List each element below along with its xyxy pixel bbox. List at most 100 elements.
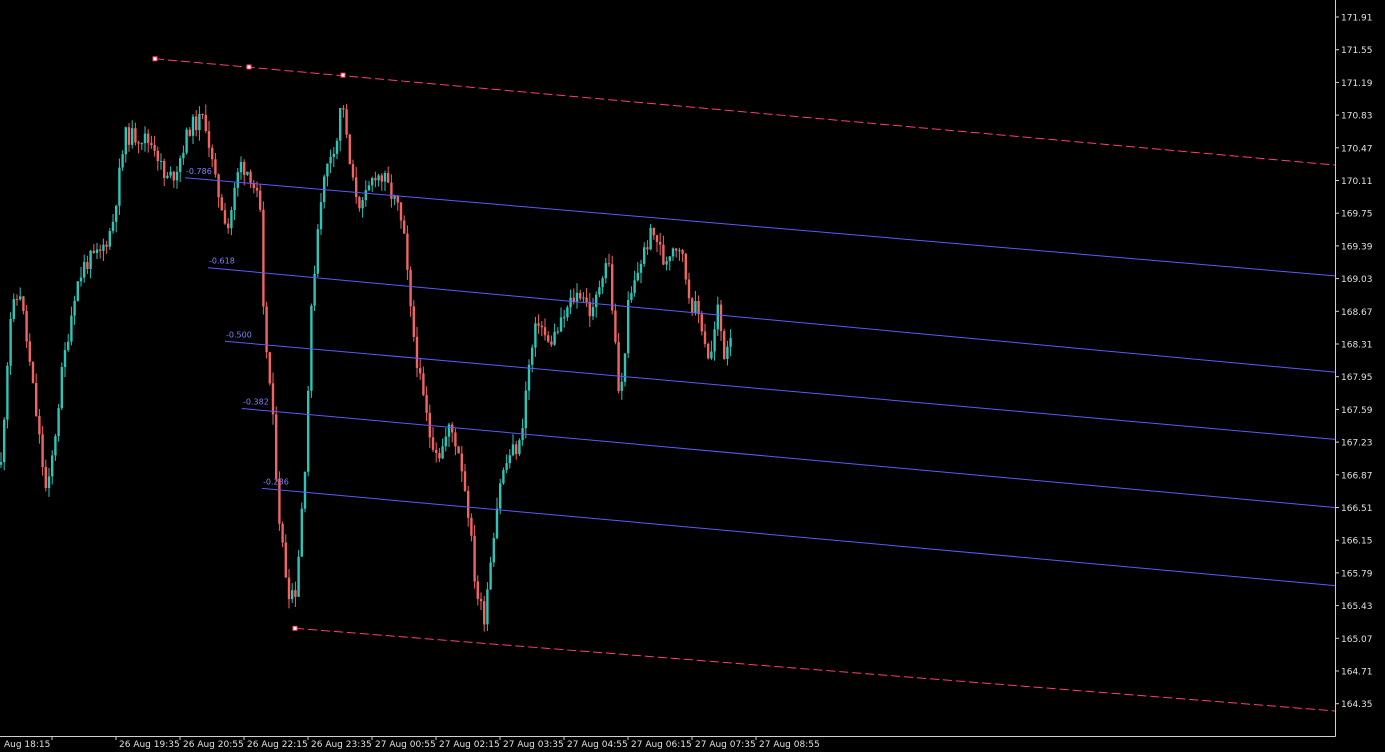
price-axis-label: 166.51	[1341, 504, 1373, 514]
fib-level-label: -0.500	[226, 330, 252, 339]
fib-level-label: -0.786	[186, 167, 212, 176]
channel-anchor-point	[340, 72, 346, 78]
bull-candle	[553, 331, 556, 345]
bear-candle	[387, 173, 390, 183]
fib-level-line	[241, 407, 1336, 508]
bull-candle	[143, 133, 147, 144]
bear-candle	[150, 142, 153, 146]
bull-candle	[307, 390, 310, 472]
price-axis-label: 170.47	[1341, 144, 1373, 154]
bull-candle	[0, 462, 3, 465]
bull-candle	[559, 317, 563, 332]
bull-candle	[297, 556, 300, 597]
bull-candle	[671, 248, 675, 257]
fib-level-line	[207, 267, 1336, 373]
bear-candle	[700, 314, 703, 332]
bull-candle	[95, 249, 99, 253]
bear-candle	[675, 248, 678, 251]
bear-candle	[719, 304, 723, 332]
bear-candle	[201, 113, 204, 115]
bull-candle	[649, 227, 652, 250]
bull-candle	[371, 178, 374, 186]
bear-candle	[268, 352, 271, 384]
price-axis-label: 169.39	[1341, 242, 1373, 252]
bear-candle	[403, 220, 406, 234]
bear-candle	[419, 367, 422, 374]
bull-candle	[329, 156, 332, 164]
bear-candle	[249, 171, 252, 183]
bull-candle	[502, 469, 505, 484]
bear-candle	[451, 424, 454, 433]
bear-candle	[579, 292, 582, 299]
bull-candle	[108, 231, 111, 247]
bull-candle	[633, 280, 636, 293]
bear-candle	[252, 182, 255, 188]
bear-candle	[543, 327, 547, 336]
bull-candle	[604, 263, 607, 279]
bear-candle	[223, 210, 227, 224]
bear-candle	[134, 128, 137, 143]
bear-candle	[611, 264, 614, 311]
bear-candle	[703, 331, 707, 344]
bear-candle	[662, 244, 665, 265]
bear-candle	[355, 177, 358, 198]
bear-candle	[467, 490, 470, 518]
bear-candle	[659, 241, 662, 245]
bear-candle	[265, 306, 268, 353]
fib-level-line	[261, 487, 1336, 587]
bull-candle	[524, 390, 527, 429]
price-axis-label: 166.15	[1341, 537, 1373, 547]
bull-candle	[495, 508, 499, 539]
channel-lower-line	[294, 627, 1336, 712]
bear-candle	[537, 323, 540, 326]
bull-candle	[716, 304, 719, 330]
price-axis-label: 171.19	[1341, 79, 1373, 89]
bear-candle	[278, 478, 281, 524]
bear-candle	[470, 517, 473, 536]
bull-candle	[566, 307, 569, 318]
time-axis-label: 26 Aug 20:55	[183, 740, 244, 750]
bull-candle	[19, 296, 22, 300]
bull-candle	[630, 292, 633, 300]
bull-candle	[140, 143, 143, 145]
bear-candle	[550, 341, 553, 345]
bull-candle	[492, 538, 495, 563]
bull-candle	[710, 351, 713, 359]
bear-candle	[540, 325, 543, 328]
bear-candle	[127, 127, 131, 145]
bull-candle	[239, 161, 243, 173]
bear-candle	[415, 336, 419, 368]
channel-anchor-point	[152, 56, 158, 62]
bear-candle	[275, 414, 278, 479]
bear-candle	[358, 197, 361, 209]
bull-candle	[102, 244, 105, 251]
bull-candle	[505, 463, 508, 470]
bear-candle	[271, 383, 275, 415]
bull-candle	[89, 250, 92, 269]
bear-candle	[723, 331, 726, 359]
fib-level-line	[184, 177, 1336, 277]
time-axis-label: 27 Aug 02:15	[439, 740, 500, 750]
bear-candle	[31, 361, 35, 383]
bull-candle	[534, 323, 537, 348]
bull-candle	[447, 424, 451, 437]
bull-candle	[601, 278, 604, 288]
bear-candle	[515, 444, 518, 455]
bull-candle	[643, 247, 646, 264]
bull-candle	[166, 175, 169, 178]
price-axis-label: 169.75	[1341, 210, 1373, 220]
bear-candle	[351, 164, 355, 178]
bear-candle	[99, 249, 102, 251]
bull-candle	[678, 250, 681, 252]
channel-anchor-point	[292, 625, 298, 631]
bear-candle	[374, 178, 377, 181]
bear-candle	[425, 395, 428, 413]
bull-candle	[383, 173, 387, 182]
bull-candle	[9, 318, 12, 366]
price-axis-label: 167.23	[1341, 439, 1373, 449]
fib-level-label: -0.618	[209, 257, 235, 266]
bear-candle	[655, 235, 659, 242]
bull-candle	[393, 195, 396, 199]
